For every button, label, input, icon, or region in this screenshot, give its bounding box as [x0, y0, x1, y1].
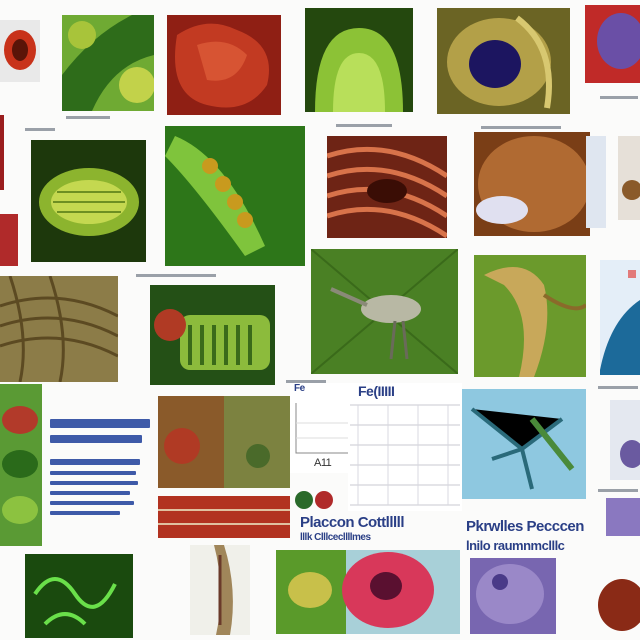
thumbnail-bird-on-grass[interactable]	[311, 249, 458, 374]
thumbnail-right-panel[interactable]	[586, 136, 606, 228]
caption-stub	[66, 116, 110, 119]
caption-bottom-right-sub: lnilo raumnmclllc	[466, 538, 565, 553]
thumbnail-book-spread[interactable]	[158, 396, 290, 488]
caption-stub	[286, 380, 326, 383]
thumbnail-brown-roots[interactable]	[0, 276, 118, 382]
text-line	[50, 459, 140, 465]
thumbnail-gill-tissue[interactable]	[150, 285, 275, 385]
caption-stub	[598, 386, 638, 389]
text-line	[50, 419, 150, 428]
caption-bottom-middle: Placcon Cottlllll	[300, 514, 405, 531]
thumbnail-red-tissue[interactable]	[167, 15, 281, 115]
caption-stub	[136, 274, 216, 277]
thumbnail-red-fibers[interactable]	[327, 136, 447, 238]
thumbnail-purple-cell-edge[interactable]	[606, 498, 640, 536]
thumbnail-right-frame[interactable]	[610, 400, 640, 480]
caption-stub	[336, 124, 392, 127]
text-line	[50, 501, 134, 505]
chart-title: Fe(IIIII	[358, 383, 395, 399]
thumbnail-red-strip[interactable]	[158, 496, 290, 538]
thumbnail-left-edge-red[interactable]	[0, 115, 4, 190]
thumbnail-left-edge-red-2[interactable]	[0, 214, 18, 266]
caption-stub	[481, 126, 561, 129]
chart-axis-label: A11	[314, 457, 332, 469]
thumbnail-purple-cell[interactable]	[470, 558, 556, 634]
thumbnail-green-chloroplast[interactable]	[31, 140, 146, 262]
caption-bottom-middle-sub: lllk Clllcecllllmes	[300, 532, 371, 543]
text-line	[50, 511, 120, 515]
thumbnail-blue-diagram[interactable]	[600, 260, 640, 375]
caption-stub	[600, 96, 638, 99]
text-article-left[interactable]	[46, 415, 154, 527]
thumbnail-blue-molecule[interactable]	[462, 389, 586, 499]
caption-stub	[598, 489, 638, 492]
caption-stub	[25, 128, 55, 131]
thumbnail-green-cells-column[interactable]	[0, 384, 42, 546]
thumbnail-brown-cell[interactable]	[474, 132, 590, 236]
thumbnail-line-chart[interactable]: Fe A11	[290, 383, 356, 473]
thumbnail-red-cell[interactable]	[0, 20, 40, 82]
thumbnail-green-plant-leaf[interactable]	[62, 15, 154, 111]
thumbnail-green-seed-pod[interactable]	[165, 126, 305, 266]
thumbnail-green-dome[interactable]	[305, 8, 413, 112]
thumbnail-green-beak-plant[interactable]	[474, 255, 586, 377]
thumbnail-right-edge-figure[interactable]	[618, 136, 640, 220]
chart-caption-left: Fe	[294, 383, 305, 394]
thumbnail-dark-nucleus[interactable]	[437, 8, 570, 114]
text-line	[50, 481, 138, 485]
thumbnail-green-red-cell[interactable]	[276, 550, 460, 634]
icon-red-green-balls[interactable]	[294, 488, 336, 512]
thumbnail-data-table[interactable]: Fe(IIIII	[348, 383, 462, 511]
thumbnail-green-neuron[interactable]	[25, 554, 133, 638]
text-line	[50, 471, 136, 475]
caption-bottom-right: Pkrwlles Pecccen	[466, 518, 584, 535]
thumbnail-brown-ball[interactable]	[596, 575, 640, 631]
thumbnail-purple-red-cell[interactable]	[585, 5, 640, 83]
text-line	[50, 435, 142, 443]
text-line	[50, 491, 130, 495]
thumbnail-vertical-fiber[interactable]	[190, 545, 250, 635]
